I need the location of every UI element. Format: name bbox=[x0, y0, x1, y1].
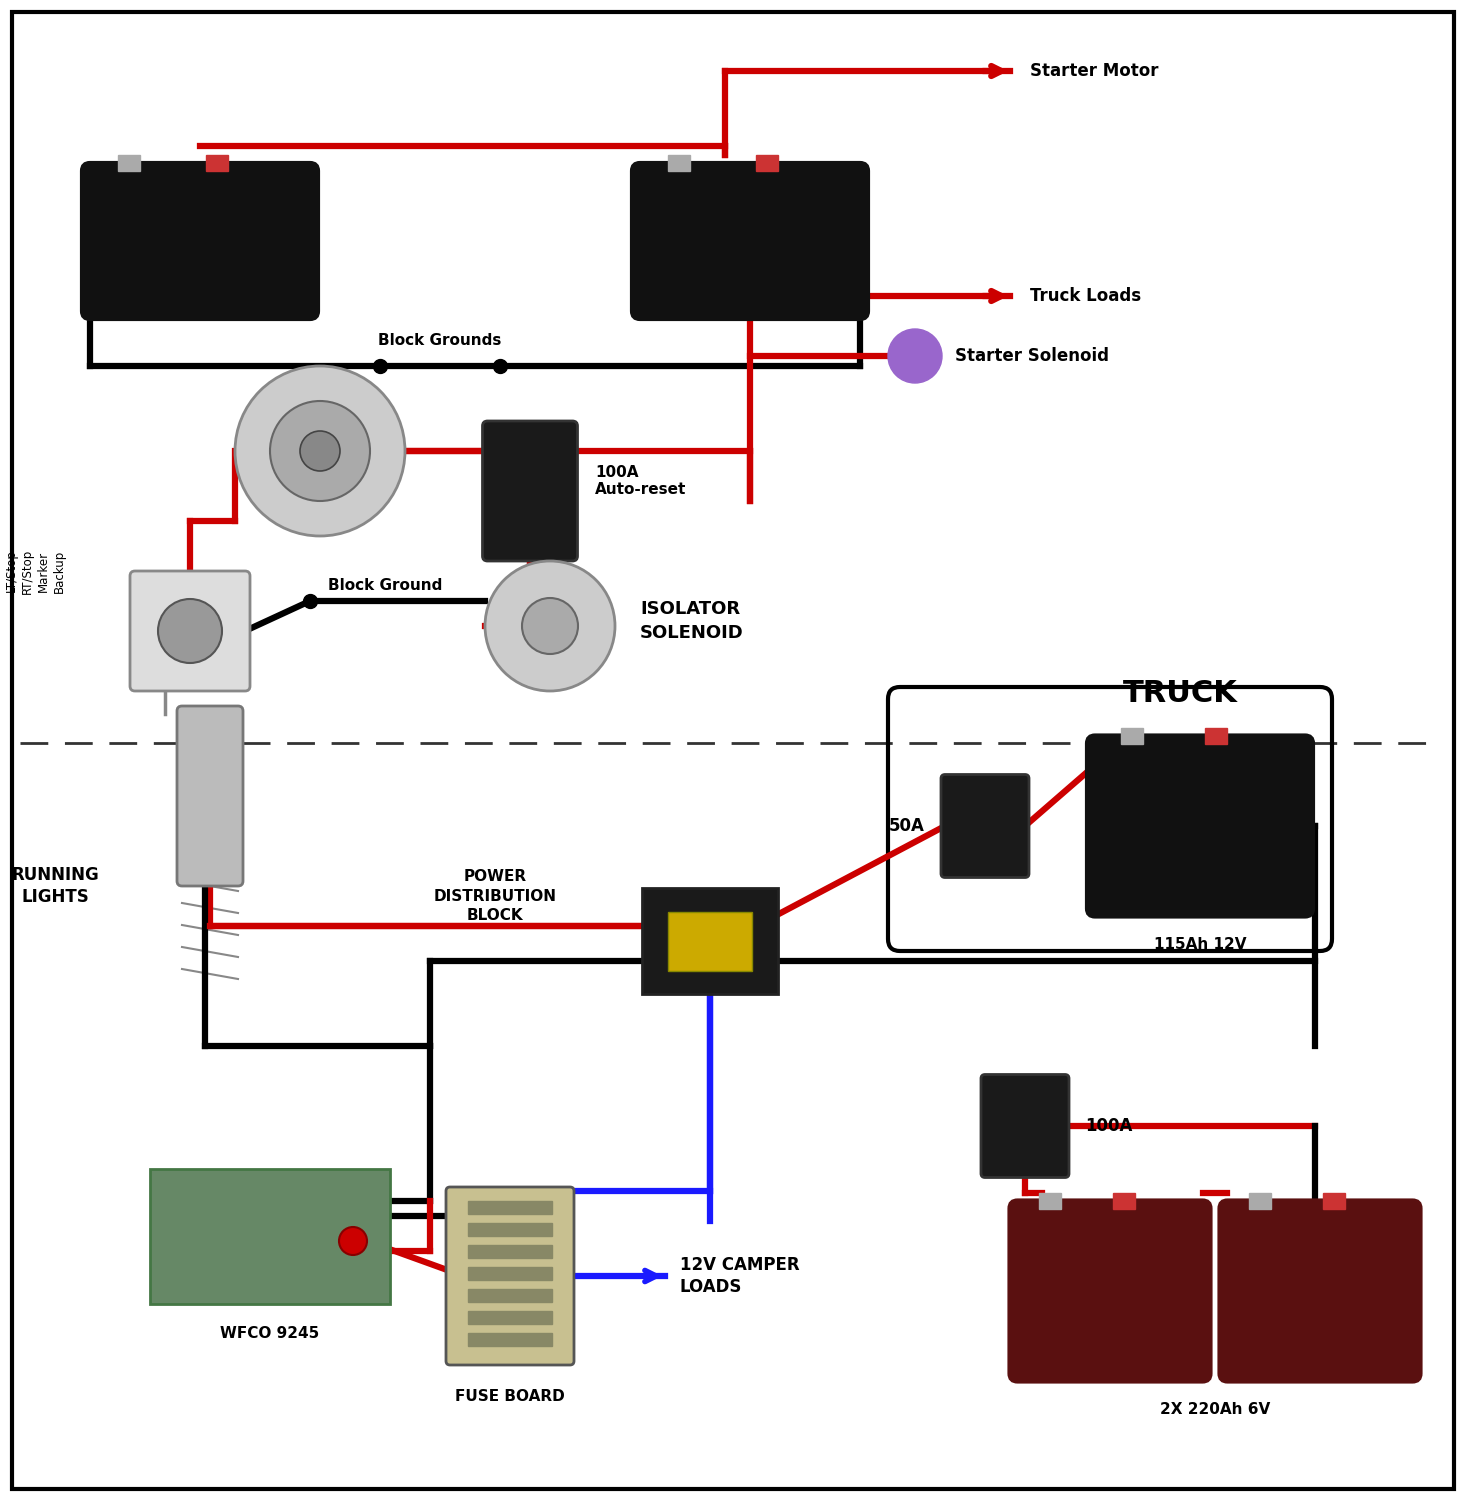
Bar bbox=[755, 155, 777, 171]
Bar bbox=[205, 155, 227, 171]
Text: POWER
DISTRIBUTION
BLOCK: POWER DISTRIBUTION BLOCK bbox=[434, 869, 557, 923]
Bar bbox=[1113, 1192, 1135, 1208]
Text: TRUCK: TRUCK bbox=[1123, 678, 1237, 708]
FancyBboxPatch shape bbox=[1086, 735, 1314, 917]
Circle shape bbox=[158, 599, 221, 663]
Bar bbox=[468, 1310, 553, 1324]
Text: FUSE BOARD: FUSE BOARD bbox=[454, 1388, 564, 1403]
Bar bbox=[1039, 1192, 1061, 1208]
Circle shape bbox=[301, 431, 340, 471]
Text: LT/Stop
RT/Stop
Marker
Backup: LT/Stop RT/Stop Marker Backup bbox=[4, 548, 66, 593]
Circle shape bbox=[339, 1226, 366, 1255]
Bar bbox=[468, 1267, 553, 1280]
FancyBboxPatch shape bbox=[177, 705, 243, 886]
FancyBboxPatch shape bbox=[82, 164, 318, 320]
Bar bbox=[468, 1201, 553, 1214]
FancyBboxPatch shape bbox=[150, 1168, 390, 1303]
Bar bbox=[468, 1333, 553, 1346]
Text: ISOLATOR
SOLENOID: ISOLATOR SOLENOID bbox=[641, 600, 743, 642]
Text: CAMPER: CAMPER bbox=[1108, 778, 1252, 808]
Text: RUNNING
LIGHTS: RUNNING LIGHTS bbox=[12, 866, 98, 907]
Text: 50A: 50A bbox=[888, 817, 925, 835]
Bar bbox=[468, 1223, 553, 1235]
FancyBboxPatch shape bbox=[482, 420, 578, 561]
Circle shape bbox=[485, 561, 616, 690]
FancyBboxPatch shape bbox=[981, 1075, 1069, 1177]
FancyBboxPatch shape bbox=[668, 913, 752, 971]
FancyBboxPatch shape bbox=[446, 1187, 575, 1364]
Text: WFCO 9245: WFCO 9245 bbox=[220, 1327, 320, 1342]
FancyBboxPatch shape bbox=[642, 889, 778, 994]
FancyBboxPatch shape bbox=[130, 570, 251, 690]
Bar bbox=[1205, 728, 1227, 743]
Text: Starter Solenoid: Starter Solenoid bbox=[954, 347, 1108, 365]
Text: 2X 220Ah 6V: 2X 220Ah 6V bbox=[1160, 1402, 1270, 1417]
Text: 12V CAMPER
LOADS: 12V CAMPER LOADS bbox=[680, 1256, 799, 1295]
Text: 115Ah 12V: 115Ah 12V bbox=[1154, 937, 1246, 952]
Text: 100A: 100A bbox=[1085, 1117, 1132, 1135]
Bar bbox=[117, 155, 139, 171]
Circle shape bbox=[888, 329, 943, 383]
FancyBboxPatch shape bbox=[1220, 1201, 1421, 1381]
Text: Truck Loads: Truck Loads bbox=[1031, 287, 1141, 305]
FancyBboxPatch shape bbox=[632, 164, 868, 320]
FancyBboxPatch shape bbox=[941, 775, 1029, 878]
Bar bbox=[1249, 1192, 1271, 1208]
Text: Block Ground: Block Ground bbox=[328, 578, 443, 593]
Circle shape bbox=[235, 366, 405, 536]
Bar bbox=[1322, 1192, 1344, 1208]
Text: 100A
Auto-reset: 100A Auto-reset bbox=[595, 465, 686, 497]
Bar bbox=[468, 1244, 553, 1258]
Circle shape bbox=[522, 597, 578, 654]
Circle shape bbox=[270, 401, 369, 501]
Text: Block Grounds: Block Grounds bbox=[378, 333, 501, 348]
Bar bbox=[1121, 728, 1143, 743]
FancyBboxPatch shape bbox=[1010, 1201, 1211, 1381]
Text: Starter Motor: Starter Motor bbox=[1031, 62, 1158, 80]
Bar bbox=[667, 155, 689, 171]
Bar bbox=[468, 1289, 553, 1301]
